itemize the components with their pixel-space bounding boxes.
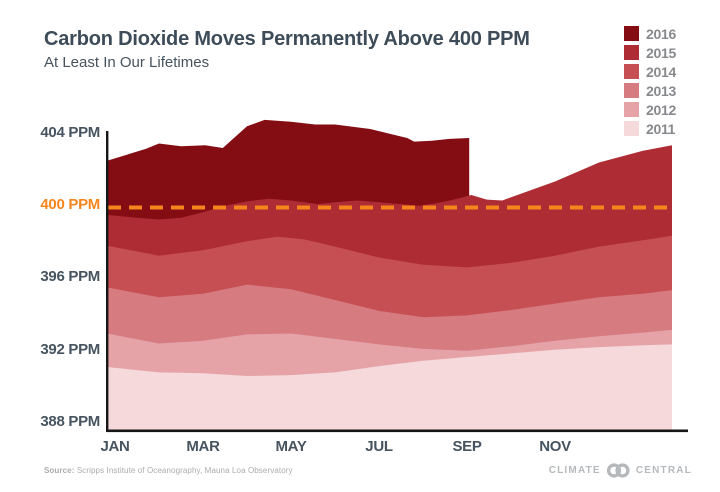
- x-tick-sep: SEP: [452, 438, 482, 455]
- x-tick-jul: JUL: [365, 438, 393, 455]
- page-title: Carbon Dioxide Moves Permanently Above 4…: [44, 28, 530, 50]
- y-tick-400: 400 PPM: [40, 196, 100, 213]
- legend-item-2014: 2014: [624, 62, 678, 81]
- legend-label-2012: 2012: [646, 101, 676, 118]
- legend: 2016 2015 2014 2013 2012 2011: [624, 24, 678, 138]
- x-tick-nov: NOV: [539, 438, 571, 455]
- legend-swatch-2013: [624, 83, 639, 98]
- brand-central-text: CENTRAL: [635, 465, 692, 476]
- brand-climate-text: CLIMATE: [548, 465, 601, 476]
- legend-item-2013: 2013: [624, 81, 678, 100]
- interlocked-rings-icon: [606, 463, 630, 478]
- legend-label-2016: 2016: [646, 25, 676, 42]
- legend-swatch-2014: [624, 64, 639, 79]
- source-text: Scripps Institute of Oceanography, Mauna…: [74, 466, 293, 475]
- legend-item-2016: 2016: [624, 24, 678, 43]
- page-subtitle: At Least In Our Lifetimes: [44, 54, 210, 71]
- legend-swatch-2011: [624, 121, 639, 136]
- y-tick-396: 396 PPM: [40, 268, 100, 286]
- legend-item-2012: 2012: [624, 100, 678, 119]
- x-tick-mar: MAR: [186, 438, 220, 455]
- source-note: Source: Scripps Institute of Oceanograph…: [44, 466, 293, 475]
- y-tick-392: 392 PPM: [40, 340, 100, 358]
- source-label: Source:: [44, 466, 75, 475]
- x-axis-line: [106, 429, 688, 433]
- legend-swatch-2015: [624, 45, 639, 60]
- y-tick-388: 388 PPM: [40, 413, 100, 431]
- legend-item-2011: 2011: [624, 119, 678, 138]
- area-2011: [107, 344, 673, 431]
- legend-swatch-2016: [624, 26, 639, 41]
- legend-swatch-2012: [624, 102, 639, 117]
- legend-label-2015: 2015: [646, 44, 676, 61]
- legend-label-2013: 2013: [646, 82, 676, 99]
- legend-label-2011: 2011: [646, 120, 676, 137]
- x-tick-jan: JAN: [100, 438, 130, 455]
- y-axis-line: [106, 131, 109, 431]
- x-tick-may: MAY: [275, 438, 307, 455]
- y-tick-404: 404 PPM: [40, 123, 100, 141]
- legend-label-2014: 2014: [646, 63, 676, 80]
- legend-item-2015: 2015: [624, 43, 678, 62]
- climate-central-logo: CLIMATE CENTRAL: [549, 462, 692, 479]
